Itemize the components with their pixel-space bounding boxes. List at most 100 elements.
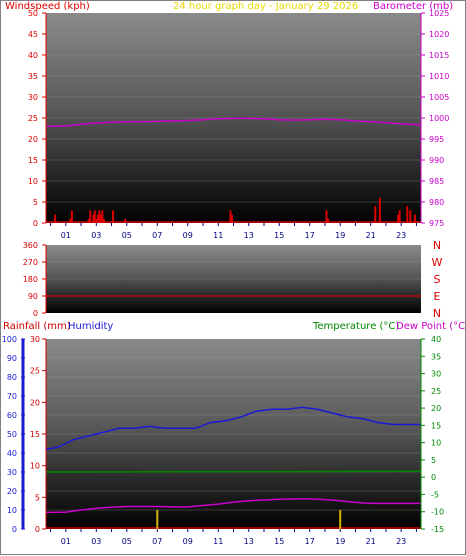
hour-tick-label: 23 xyxy=(396,537,406,546)
wind-bar xyxy=(54,214,57,223)
temp-tick-label: 40 xyxy=(431,335,441,344)
wind-bar xyxy=(325,210,328,223)
wind-bar xyxy=(327,218,330,223)
wind-tick-label: 50 xyxy=(28,9,38,18)
wind-tick-label: 0 xyxy=(33,219,38,228)
direction-tick-label: 270 xyxy=(23,258,38,267)
humidity-tick-label: 60 xyxy=(7,411,17,420)
dewpoint-line xyxy=(45,498,421,514)
temperature-axis-label: Temperature (°C) xyxy=(313,321,400,332)
wind-bar xyxy=(69,218,72,223)
rain-tick-label: 25 xyxy=(30,367,40,376)
wind-bar xyxy=(101,210,104,223)
hour-tick-label: 15 xyxy=(274,231,284,240)
direction-tick-label: 180 xyxy=(23,275,38,284)
wind-bar xyxy=(409,210,412,223)
temp-tick-label: 0 xyxy=(431,473,436,482)
wind-bar xyxy=(230,214,233,223)
compass-label: N xyxy=(433,239,441,252)
compass-label: E xyxy=(434,290,441,303)
baro-tick-label: 985 xyxy=(429,177,444,186)
wind-tick-label: 25 xyxy=(28,114,38,123)
rain-tick-label: 0 xyxy=(35,525,40,534)
hour-tick-label: 11 xyxy=(213,231,223,240)
hour-tick-label: 19 xyxy=(335,231,345,240)
direction-tick-label: 0 xyxy=(33,309,38,318)
wind-bar xyxy=(70,210,73,223)
wind-bar xyxy=(93,210,96,223)
baro-tick-label: 1000 xyxy=(429,114,449,123)
humidity-tick-label: 80 xyxy=(7,373,17,382)
rain-bar xyxy=(156,510,159,529)
hour-tick-label: 15 xyxy=(274,537,284,546)
rain-bar xyxy=(339,510,342,529)
humidity-tick-label: 90 xyxy=(7,354,17,363)
humidity-tick-label: 50 xyxy=(7,430,17,439)
hour-tick-label: 17 xyxy=(305,537,315,546)
baro-tick-label: 980 xyxy=(429,198,444,207)
humidity-tick-label: 100 xyxy=(2,335,17,344)
humidity-tick-label: 30 xyxy=(7,468,17,477)
hour-tick-label: 17 xyxy=(305,231,315,240)
compass-label: W xyxy=(432,256,443,269)
baro-tick-label: 1020 xyxy=(429,30,449,39)
rain-tick-label: 20 xyxy=(30,398,40,407)
hour-tick-label: 13 xyxy=(244,537,254,546)
wind-bar xyxy=(87,218,90,223)
humidity-tick-label: 70 xyxy=(7,392,17,401)
hour-tick-label: 01 xyxy=(61,537,71,546)
wind-bar xyxy=(406,206,409,223)
temp-tick-label: 20 xyxy=(431,404,441,413)
barometer-axis-label: Barometer (mb) xyxy=(373,1,454,12)
hour-tick-label: 11 xyxy=(213,537,223,546)
baro-tick-label: 1015 xyxy=(429,51,449,60)
rain-tick-label: 10 xyxy=(30,462,40,471)
wind-bar xyxy=(112,210,115,223)
direction-tick-label: 90 xyxy=(28,292,38,301)
hour-tick-label: 07 xyxy=(152,537,162,546)
hour-tick-label: 19 xyxy=(335,537,345,546)
baro-tick-label: 1010 xyxy=(429,72,449,81)
compass-label: N xyxy=(433,307,441,320)
wind-bar xyxy=(95,218,98,223)
wind-tick-label: 45 xyxy=(28,30,38,39)
wind-tick-label: 20 xyxy=(28,135,38,144)
baro-tick-label: 995 xyxy=(429,135,444,144)
hour-tick-label: 01 xyxy=(61,231,71,240)
hour-tick-label: 05 xyxy=(122,537,132,546)
wind-bar xyxy=(99,214,102,223)
wind-tick-label: 5 xyxy=(33,198,38,207)
humidity-tick-label: 10 xyxy=(7,506,17,515)
hour-tick-label: 09 xyxy=(183,537,193,546)
rainfall-axis-label: Rainfall (mm) xyxy=(3,321,71,332)
wind-bar xyxy=(378,197,381,223)
temp-tick-label: -5 xyxy=(431,490,439,499)
dewpoint-axis-label: Dew Point (°C) xyxy=(396,321,466,332)
wind-tick-label: 10 xyxy=(28,177,38,186)
hour-tick-label: 21 xyxy=(366,537,376,546)
wind-bar xyxy=(96,214,99,223)
hour-tick-label: 23 xyxy=(396,231,406,240)
hour-tick-label: 03 xyxy=(91,537,101,546)
wind-bar xyxy=(124,218,127,223)
wind-tick-label: 30 xyxy=(28,93,38,102)
rain-tick-label: 30 xyxy=(30,335,40,344)
wind-bar xyxy=(397,214,400,223)
wind-bar xyxy=(102,218,105,223)
temp-tick-label: 25 xyxy=(431,387,441,396)
rain-tick-label: 5 xyxy=(35,493,40,502)
rain-tick-label: 15 xyxy=(30,430,40,439)
wind-bar xyxy=(98,210,101,223)
temp-tick-label: 35 xyxy=(431,352,441,361)
wind-bar xyxy=(398,210,401,223)
baro-tick-label: 1005 xyxy=(429,93,449,102)
baro-tick-label: 1025 xyxy=(429,9,449,18)
humidity-tick-label: 40 xyxy=(7,449,17,458)
humidity-line xyxy=(45,406,421,450)
wind-tick-label: 35 xyxy=(28,72,38,81)
barometer-line xyxy=(45,117,422,128)
wind-tick-label: 15 xyxy=(28,156,38,165)
hour-tick-label: 21 xyxy=(366,231,376,240)
